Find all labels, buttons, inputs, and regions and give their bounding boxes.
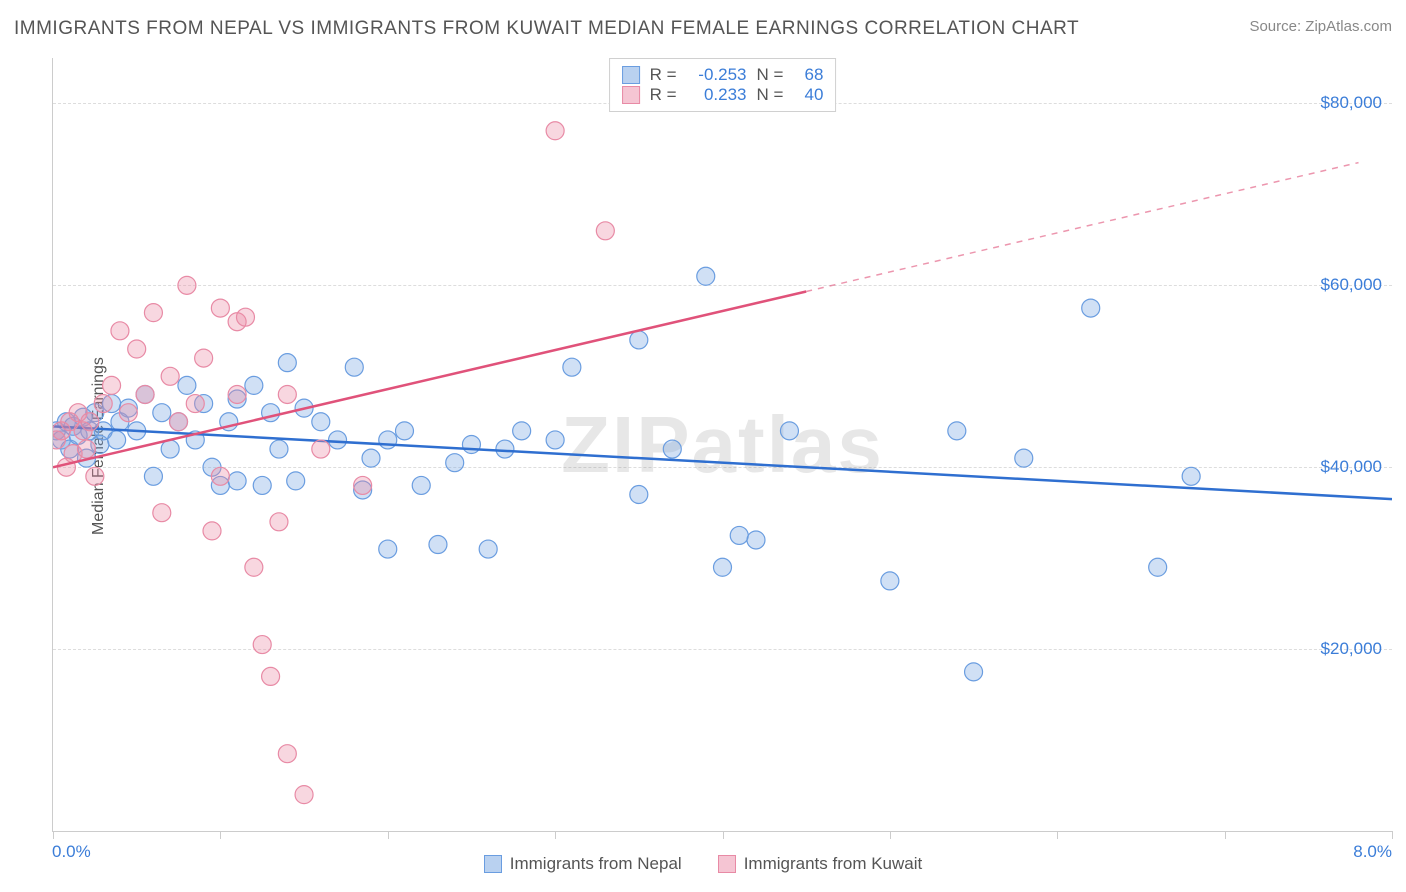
x-tick (555, 831, 556, 839)
x-tick (890, 831, 891, 839)
swatch-icon (718, 855, 736, 873)
x-tick (1392, 831, 1393, 839)
x-tick (53, 831, 54, 839)
legend-item: Immigrants from Kuwait (718, 854, 923, 874)
n-value: 68 (793, 65, 823, 85)
legend-label: Immigrants from Nepal (510, 854, 682, 874)
source-text: Source: ZipAtlas.com (1249, 18, 1392, 35)
stat-label: R = (650, 65, 677, 85)
x-tick (1057, 831, 1058, 839)
stat-label: N = (757, 85, 784, 105)
r-value: 0.233 (687, 85, 747, 105)
chart-svg (53, 58, 1392, 831)
x-tick (220, 831, 221, 839)
swatch-icon (622, 66, 640, 84)
stat-label: N = (757, 65, 784, 85)
swatch-icon (484, 855, 502, 873)
r-value: -0.253 (687, 65, 747, 85)
swatch-icon (622, 86, 640, 104)
stats-row: R = -0.253 N = 68 (622, 65, 824, 85)
n-value: 40 (793, 85, 823, 105)
legend-label: Immigrants from Kuwait (744, 854, 923, 874)
plot-area: ZIPatlas R =-0.253 N =68 R =0.233 N =40 … (52, 58, 1392, 832)
x-tick (723, 831, 724, 839)
stat-label: R = (650, 85, 677, 105)
chart-title: IMMIGRANTS FROM NEPAL VS IMMIGRANTS FROM… (14, 18, 1079, 40)
x-tick (1225, 831, 1226, 839)
x-tick (388, 831, 389, 839)
legend-item: Immigrants from Nepal (484, 854, 682, 874)
series-legend: Immigrants from Nepal Immigrants from Kuw… (0, 854, 1406, 874)
stats-row: R = 0.233 N = 40 (622, 85, 824, 105)
stats-legend: R = -0.253 N = 68 R = 0.233 N = 40 (609, 58, 837, 112)
